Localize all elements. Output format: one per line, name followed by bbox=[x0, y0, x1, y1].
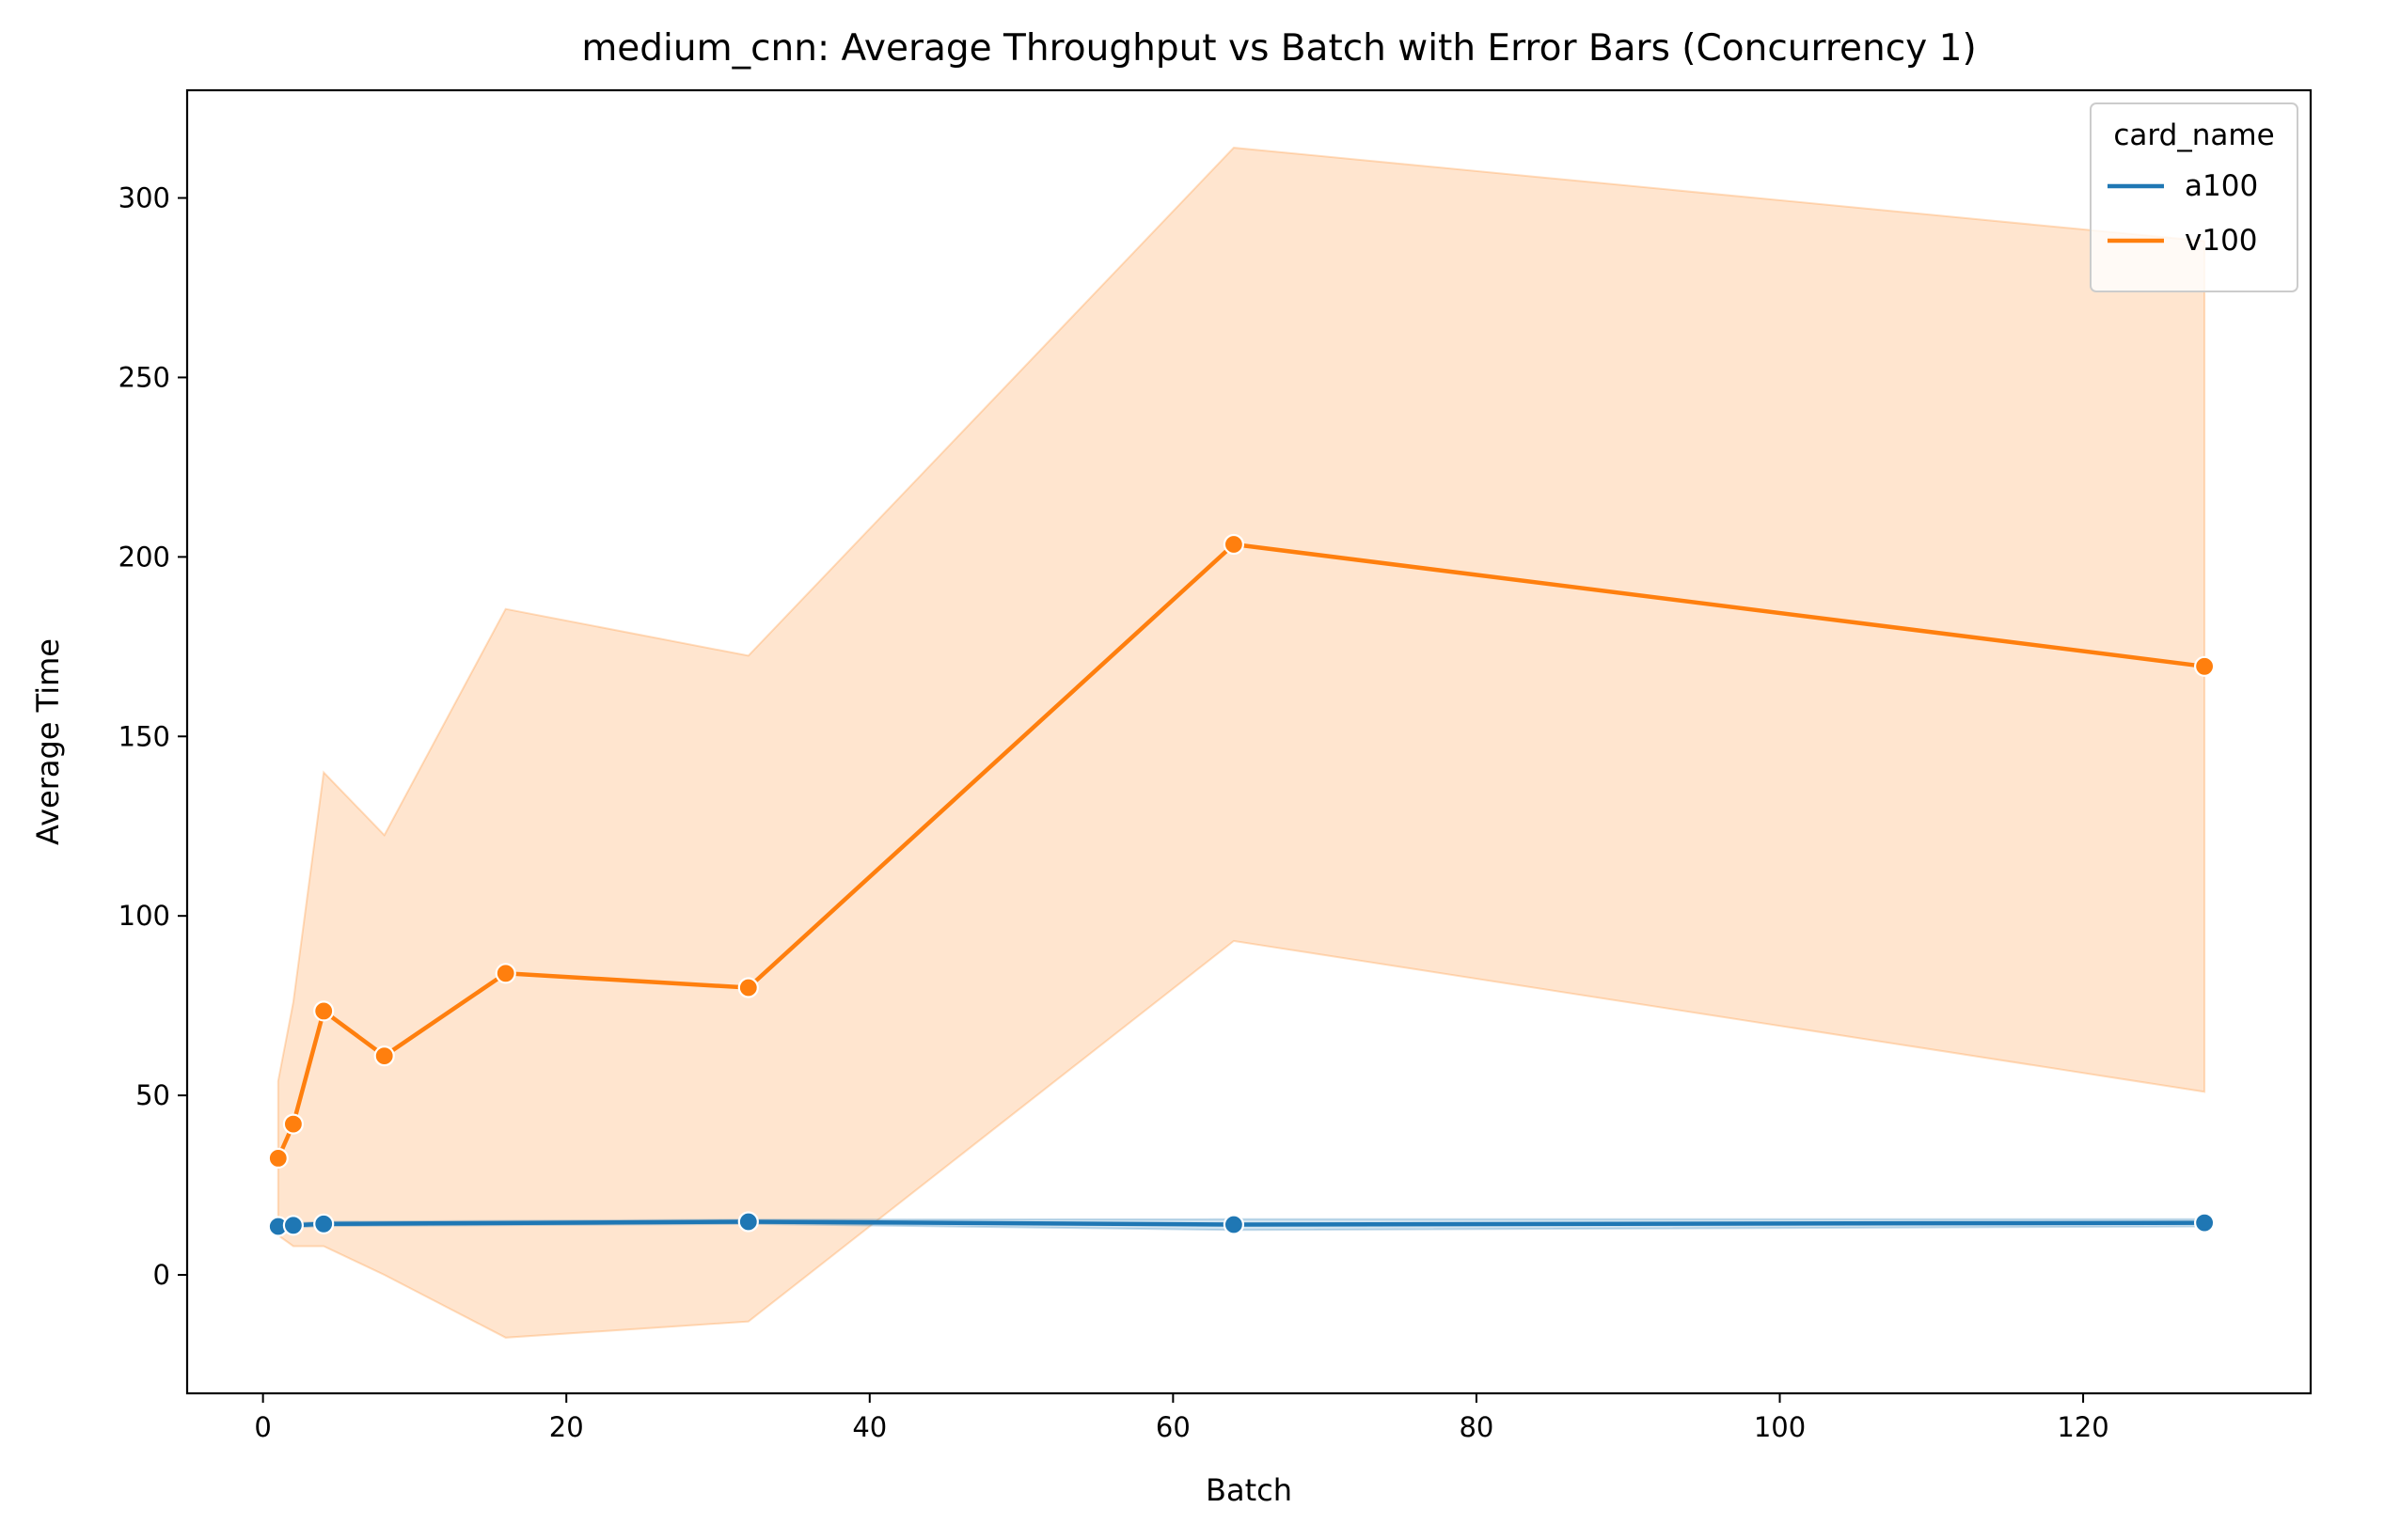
plot-frame bbox=[185, 88, 2313, 1395]
y-tick-label: 0 bbox=[153, 1259, 170, 1291]
y-tick-label: 250 bbox=[118, 361, 170, 393]
point-a100-batch-128 bbox=[2194, 1212, 2216, 1234]
y-tick-label: 200 bbox=[118, 541, 170, 573]
y-tick-label: 50 bbox=[135, 1079, 170, 1111]
x-tick-label: 120 bbox=[2057, 1411, 2108, 1443]
x-tick-label: 100 bbox=[1754, 1411, 1806, 1443]
series-markers bbox=[267, 533, 2216, 1237]
y-axis-ticks: 0 50 100 150 200 250 300 bbox=[118, 182, 187, 1291]
error-band-v100 bbox=[276, 147, 2206, 1339]
x-tick-label: 40 bbox=[852, 1411, 887, 1443]
series-line-v100 bbox=[276, 542, 2205, 1159]
point-v100-batch-128 bbox=[2194, 655, 2216, 677]
point-v100-batch-64 bbox=[1223, 533, 1245, 556]
point-v100-batch-16 bbox=[495, 963, 516, 984]
x-tick-label: 0 bbox=[254, 1411, 271, 1443]
y-tick-label: 150 bbox=[118, 720, 170, 752]
point-v100-batch-8 bbox=[373, 1045, 395, 1067]
x-axis-label: Batch bbox=[1206, 1472, 1292, 1508]
point-a100-batch-64 bbox=[1223, 1214, 1245, 1235]
legend-label-a100: a100 bbox=[2185, 169, 2258, 203]
point-v100-batch-1 bbox=[267, 1147, 289, 1170]
legend: card_name a100 v100 bbox=[2090, 102, 2298, 292]
legend-label-v100: v100 bbox=[2185, 224, 2258, 258]
y-axis-label: Average Time bbox=[30, 638, 66, 845]
legend-title: card_name bbox=[2113, 118, 2274, 152]
x-tick-label: 60 bbox=[1156, 1411, 1191, 1443]
point-v100-batch-4 bbox=[313, 1000, 335, 1022]
point-a100-batch-32 bbox=[737, 1211, 759, 1233]
x-tick-label: 20 bbox=[549, 1411, 584, 1443]
point-a100-batch-2 bbox=[282, 1215, 304, 1236]
x-axis-ticks: 0 20 40 60 80 100 120 bbox=[254, 1393, 2109, 1443]
point-v100-batch-32 bbox=[737, 977, 759, 998]
x-tick-label: 80 bbox=[1459, 1411, 1493, 1443]
y-tick-label: 300 bbox=[118, 182, 170, 214]
point-v100-batch-2 bbox=[282, 1113, 304, 1135]
point-a100-batch-4 bbox=[313, 1213, 335, 1234]
y-tick-label: 100 bbox=[118, 900, 170, 932]
legend-box bbox=[2090, 102, 2298, 292]
chart-title: medium_cnn: Average Throughput vs Batch … bbox=[581, 27, 1976, 70]
